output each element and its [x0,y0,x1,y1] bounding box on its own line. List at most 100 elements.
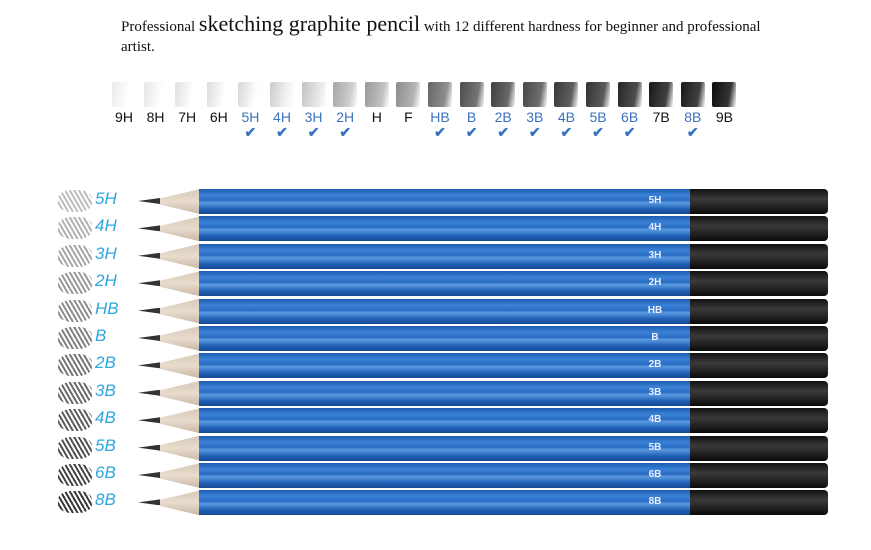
pencil-grade-imprint: 3B [648,386,662,398]
shade-swatch [175,82,200,107]
pencil-lead [138,335,160,341]
pencil-row: 5B 5B [0,435,871,462]
grade-label: 4H [273,109,291,125]
pencil-wood-tip [158,189,200,214]
pencil-row: 3B 3B [0,380,871,407]
scribble-sample [58,436,92,459]
pencil-end-cap [690,435,828,461]
pencil-grade-imprint: 4B [648,414,662,426]
pencil-body [199,353,691,379]
pencil-lead [138,252,160,259]
grade-label: 2B [494,109,512,125]
product-description: Professional sketching graphite pencil w… [121,13,781,57]
shade-swatch [554,82,579,107]
scribble-sample [58,491,92,514]
checkmark-icon: ✔ [339,124,352,140]
scribble-sample [58,299,92,322]
shade-swatch [270,82,294,107]
pencil-end-cap [690,326,828,351]
pencil-end-cap [690,463,828,488]
pencil-body [199,463,691,488]
scribble-sample [58,217,92,240]
handwritten-grade-label: 8B [95,490,116,510]
pencil-grade-imprint: HB [647,304,663,316]
grade-label: 8H [146,109,165,125]
checkmark-icon: ✔ [592,124,604,140]
pencil-end-cap [690,380,828,406]
pencil-wood-tip [158,216,200,242]
scribble-sample [58,244,92,267]
shade-swatch [459,82,484,107]
grade-label: 6B [621,109,639,125]
pencil-body [199,216,691,242]
pencil-grade-imprint: 5H [648,195,662,206]
pencil-wood-tip [158,408,200,434]
scribble-sample [58,409,92,432]
title-pre: Professional [121,19,199,35]
checkmark-icon: ✔ [465,124,478,140]
pencil-body [199,271,691,297]
grade-label: 9H [115,109,133,125]
grade-label: 7H [178,109,197,125]
pencil-lead [138,225,160,232]
pencil-lead [138,444,160,451]
handwritten-grade-label: 5B [95,435,116,455]
pencil-lead [138,417,160,424]
scribble-sample [58,190,92,212]
grade-label: 7B [652,109,670,125]
pencil-lead [138,307,160,314]
pencil-end-cap [690,189,828,214]
pencil-grade-imprint: 2H [648,277,662,289]
shade-swatch [112,82,136,107]
scribble-sample [58,354,92,377]
checkmark-icon: ✔ [307,124,320,140]
pencil-lead [138,389,160,396]
grade-label: B [466,109,477,125]
pencil-lead [138,499,160,506]
pencil-wood-tip [158,298,200,324]
grade-label: 3H [304,109,323,125]
pencil-wood-tip [158,380,200,406]
scribble-sample [58,381,92,404]
grade-label: 8B [684,109,702,125]
shade-swatch [301,82,326,107]
shade-swatch [680,82,705,107]
pencil-lead [138,280,160,287]
pencil-wood-tip [158,243,200,269]
pencil-end-cap [690,490,828,516]
grade-label: 5B [589,109,607,125]
pencil-body [199,326,691,351]
grade-label: 9B [715,109,733,125]
pencil-grade-imprint: 3H [648,249,662,261]
title-post: with 12 different hardness for beginner … [121,19,761,55]
pencil-body [199,408,691,434]
grade-label: HB [430,109,450,125]
grade-label: 2H [336,109,355,125]
pencil-wood-tip [158,490,200,516]
pencil-body [199,380,691,406]
pencil-grade-imprint: 4H [648,222,662,234]
pencil-row: 4H 4H [0,215,871,242]
grade-label: 3B [526,109,544,125]
grade-label: 5H [241,109,260,125]
shade-swatch [617,82,642,107]
shade-swatch [206,82,231,107]
pencil-end-cap [690,216,828,242]
pencil-grade-imprint: B [651,332,659,343]
shade-swatch [712,82,737,107]
handwritten-grade-label: 3H [95,243,117,263]
shade-swatch [238,82,263,107]
handwritten-grade-label: B [95,326,107,345]
pencil-row: 5H 5H [0,188,871,215]
pencil-row: 3H 3H [0,243,871,270]
pencil-row: 2B 2B [0,352,871,379]
pencil-lead [138,362,160,369]
shade-swatch [491,82,516,107]
shade-swatch [396,82,421,107]
pencil-body [199,435,691,461]
checkmark-icon: ✔ [497,124,510,140]
handwritten-grade-label: HB [95,298,119,318]
handwritten-grade-label: 2H [95,271,117,291]
pencil-row: HB HB [0,298,871,325]
pencil-row: 4B 4B [0,407,871,434]
